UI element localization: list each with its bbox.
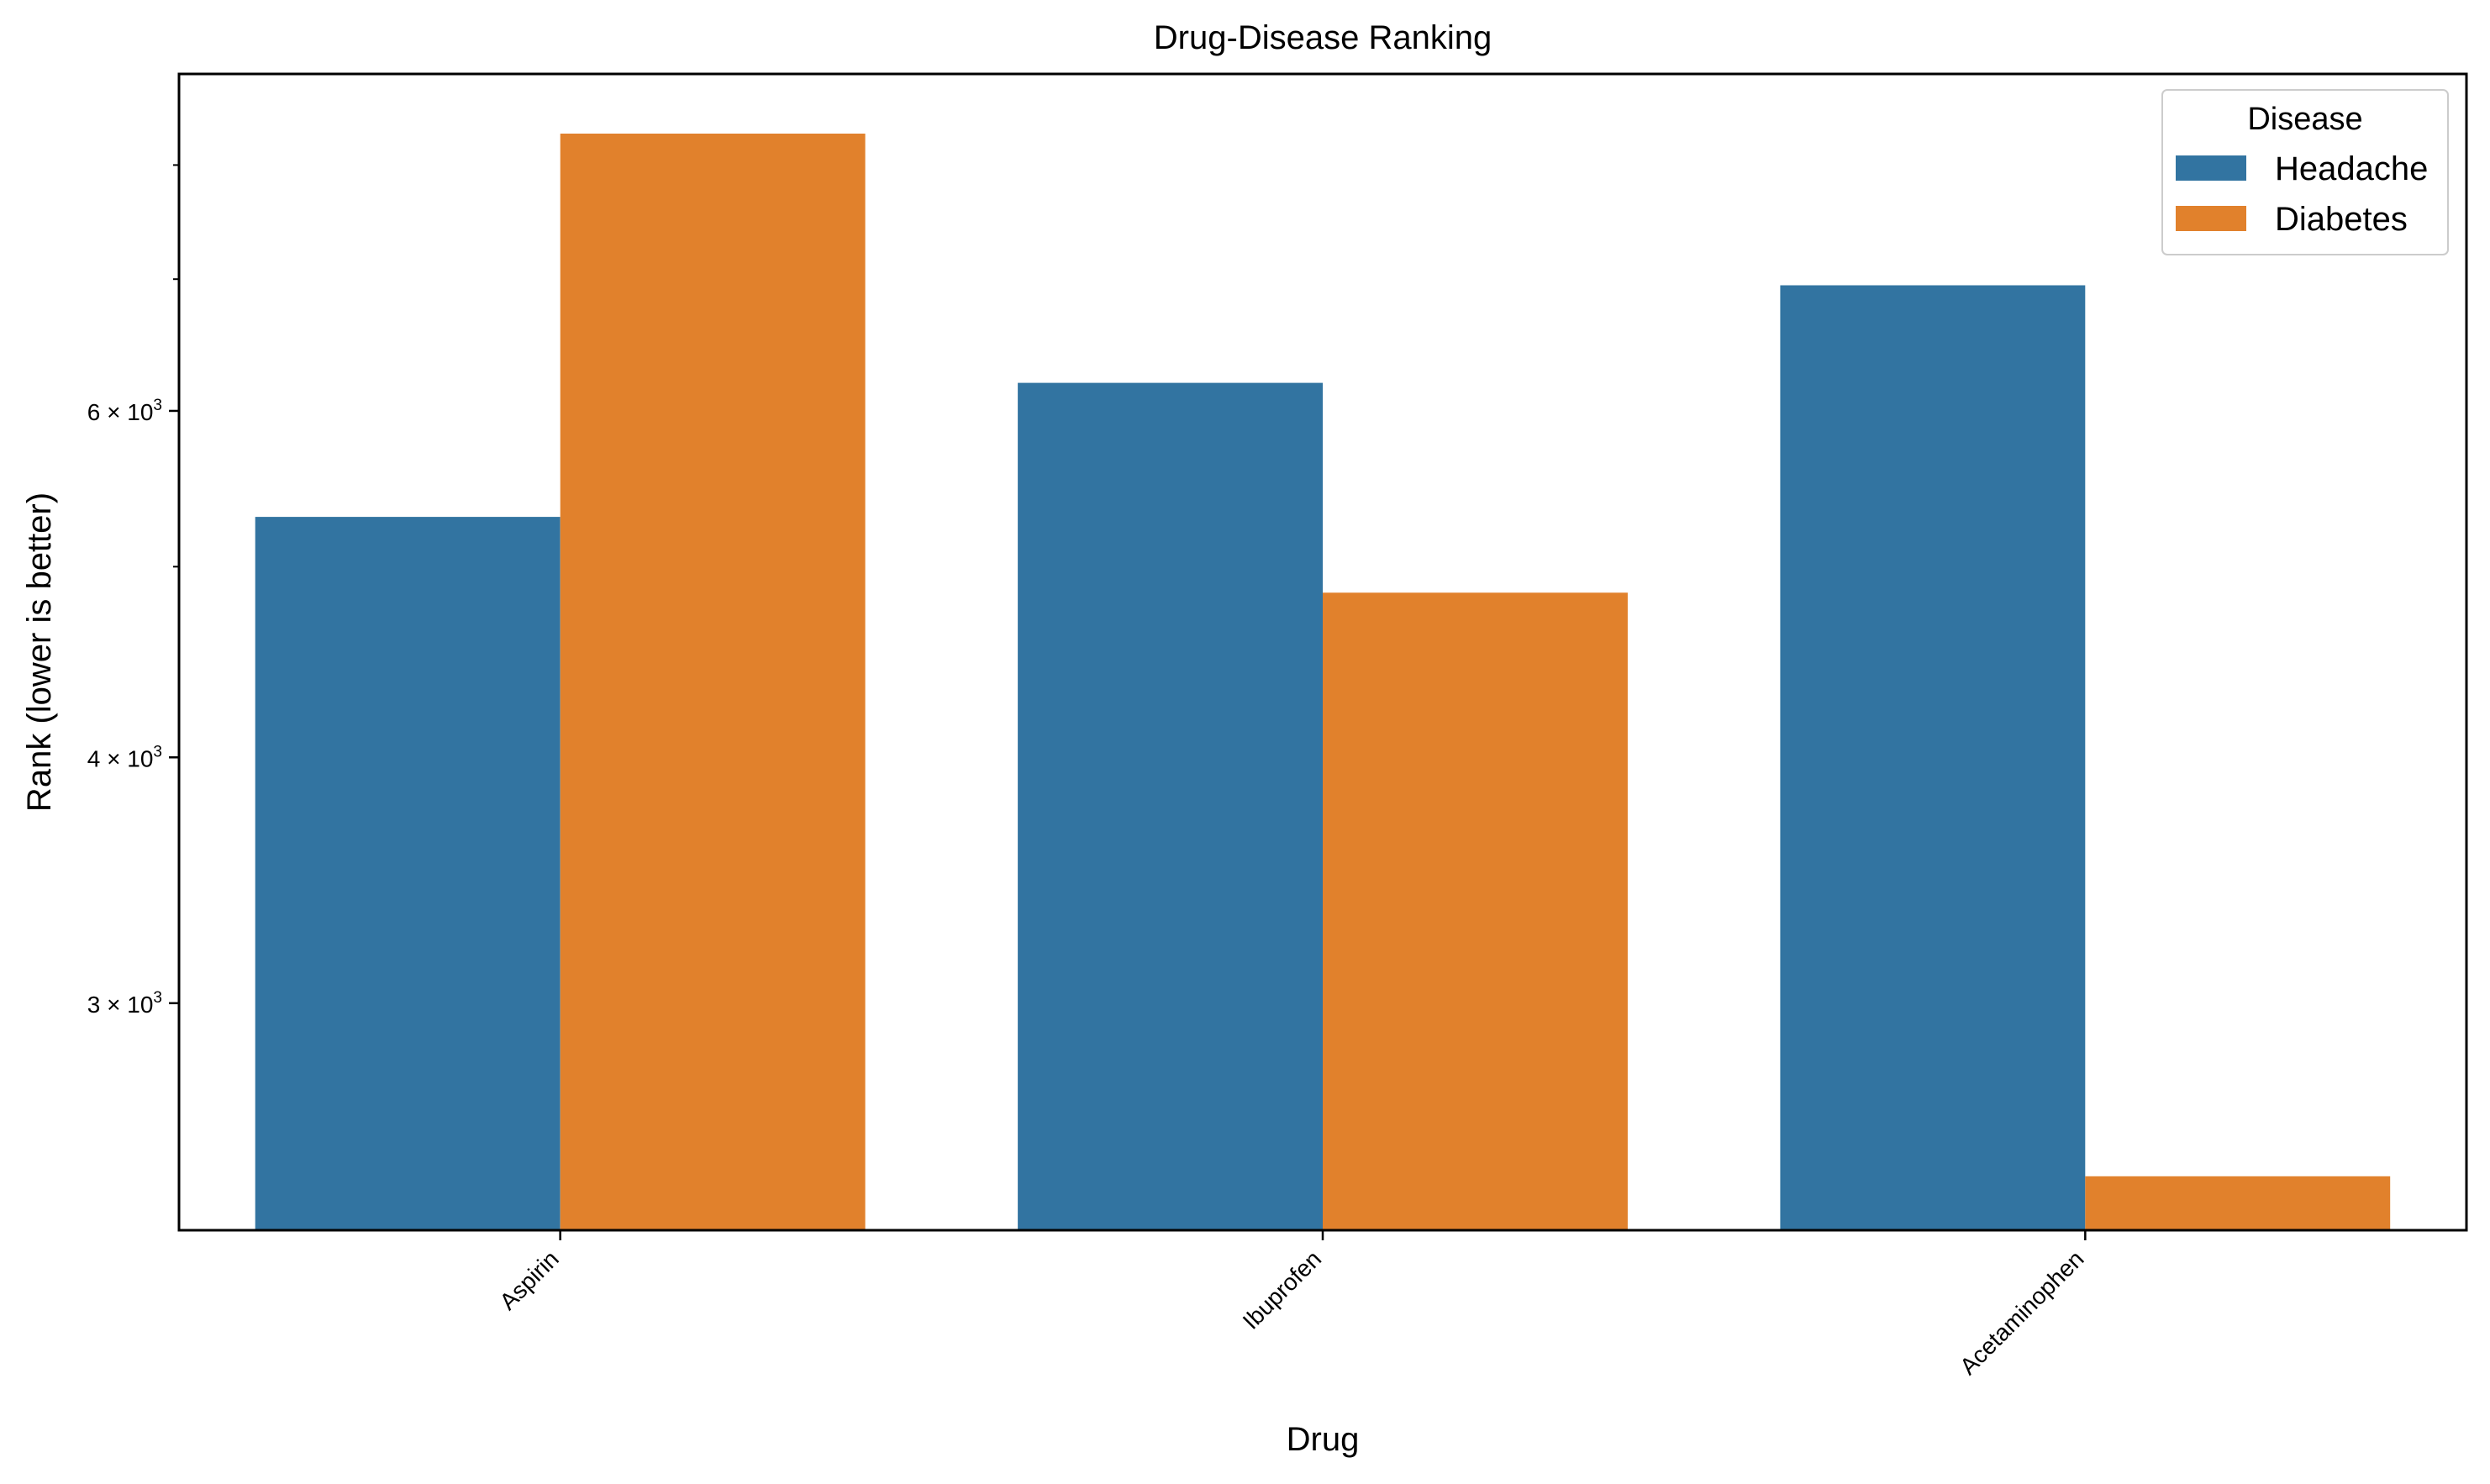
legend-label-diabetes: Diabetes (2275, 201, 2408, 238)
bar-ibuprofen-headache (1018, 382, 1323, 1231)
y-tick-label: 4 × 103 (87, 743, 162, 771)
bar-acetaminophen-headache (1780, 285, 2086, 1230)
bar-aspirin-diabetes (560, 134, 866, 1230)
legend-title: Disease (2247, 102, 2362, 137)
legend-label-headache: Headache (2275, 150, 2428, 187)
legend-swatch-headache (2176, 155, 2246, 181)
bar-ibuprofen-diabetes (1323, 592, 1628, 1230)
y-tick-label: 6 × 103 (87, 397, 162, 425)
legend: Disease Headache Diabetes (2161, 89, 2449, 255)
chart-title: Drug-Disease Ranking (1154, 19, 1492, 56)
y-tick-label: 3 × 103 (87, 989, 162, 1018)
y-axis-label: Rank (lower is better) (21, 492, 58, 812)
y-axis: 3 × 103 4 × 103 6 × 103 (87, 164, 179, 1018)
bars-layer (255, 134, 2391, 1231)
legend-items: Headache Diabetes (2176, 150, 2428, 238)
bar-acetaminophen-diabetes (2085, 1176, 2391, 1230)
legend-swatch-diabetes (2176, 206, 2246, 231)
x-axis-label: Drug (1287, 1421, 1360, 1458)
bar-aspirin-headache (255, 517, 561, 1230)
